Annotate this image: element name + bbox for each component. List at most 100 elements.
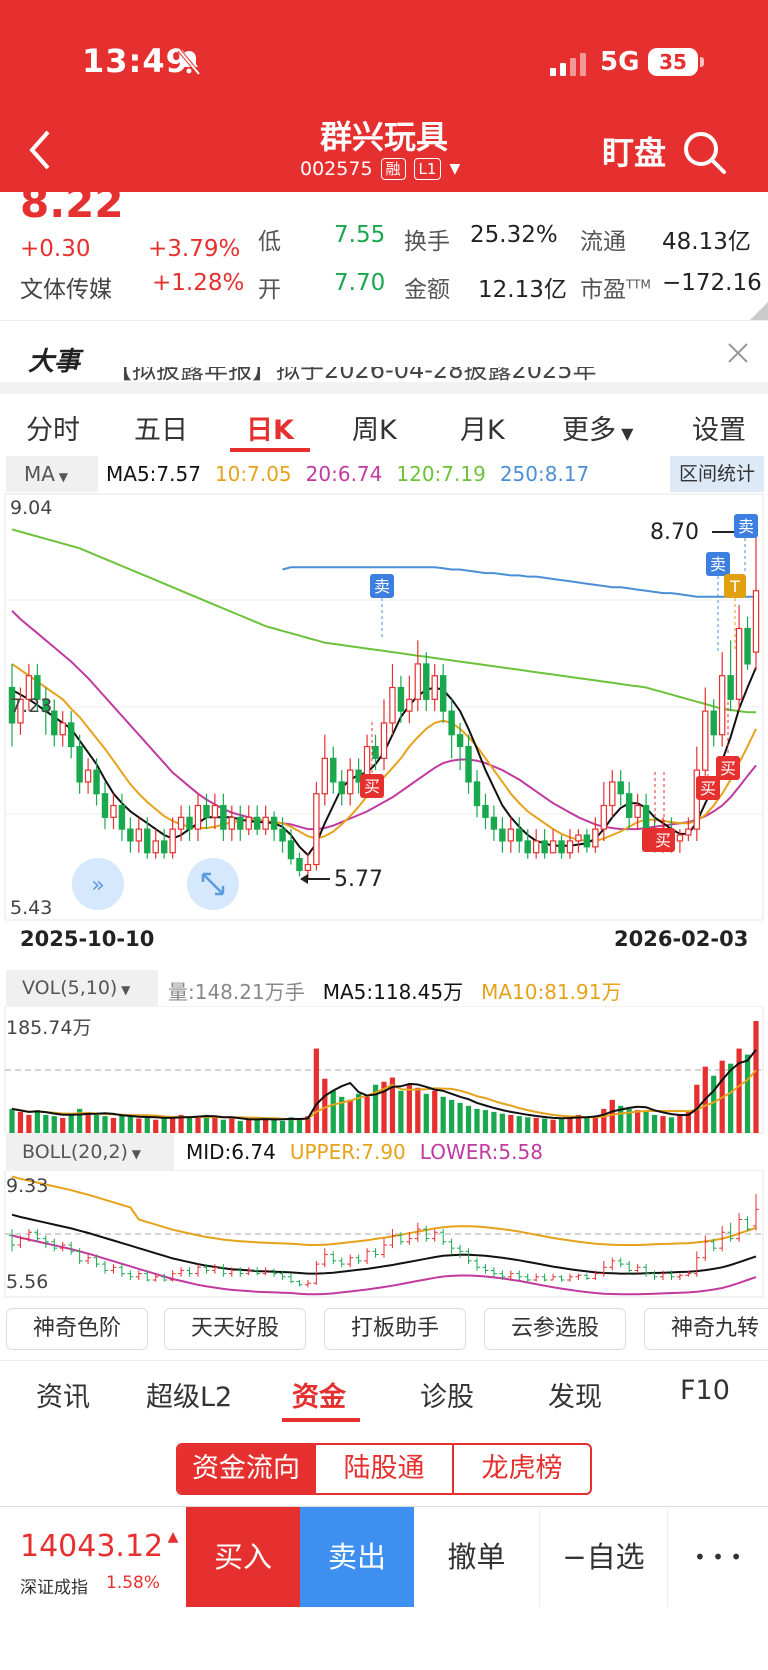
watch-button[interactable]: 盯盘 xyxy=(602,134,667,172)
price-change: +0.30 xyxy=(20,236,91,262)
candle-body xyxy=(338,781,345,795)
volume-bar xyxy=(296,1118,303,1133)
tab-capital[interactable]: 资金 xyxy=(292,1382,346,1413)
low-label: 低 xyxy=(258,229,281,255)
seg-connect[interactable]: 陆股通 xyxy=(314,1445,452,1493)
volume-bar xyxy=(364,1096,370,1133)
signal-icon xyxy=(550,53,586,76)
vol-selector[interactable]: VOL(5,10) ▼ xyxy=(6,970,158,1006)
volume-bar xyxy=(330,1090,336,1133)
more-icon[interactable]: • • • xyxy=(693,1545,743,1569)
candle-body xyxy=(118,804,126,830)
boll-chart[interactable]: 9.33 5.56 xyxy=(0,1170,768,1298)
sell-signal[interactable]: 卖 xyxy=(706,552,730,652)
candle-body xyxy=(203,804,210,818)
ma-selector[interactable]: MA ▼ xyxy=(6,456,98,492)
open-label: 开 xyxy=(258,277,281,303)
volume-bar xyxy=(203,1114,210,1133)
volume-bar xyxy=(93,1114,100,1133)
candle-body xyxy=(220,804,227,830)
pe-value: −172.16 xyxy=(662,270,762,296)
tab-super-l2[interactable]: 超级L2 xyxy=(146,1382,233,1413)
sector-name[interactable]: 文体传媒 xyxy=(20,277,112,303)
high-price-label: 8.70 xyxy=(650,520,699,545)
buy-signal[interactable]: 买 xyxy=(716,702,740,780)
volume-bar xyxy=(728,1063,734,1133)
tab-daily-k[interactable]: 日K xyxy=(246,415,294,446)
buy-signal[interactable]: 买 xyxy=(642,772,675,852)
candle-body xyxy=(321,757,329,795)
boll-selector[interactable]: BOLL(20,2) ▼ xyxy=(6,1134,174,1170)
index-value[interactable]: 14043.12 ▲ xyxy=(20,1529,179,1564)
tool-daily-pick[interactable]: 天天好股 xyxy=(164,1308,306,1350)
pe-label: 市盈TTM xyxy=(580,277,651,303)
candle-body xyxy=(296,858,303,872)
candle-body xyxy=(270,816,278,830)
seg-capital-flow[interactable]: 资金流向 xyxy=(178,1445,314,1493)
tab-discover[interactable]: 发现 xyxy=(548,1382,602,1413)
volume-bar xyxy=(499,1113,505,1133)
tab-diagnosis[interactable]: 诊股 xyxy=(420,1382,474,1413)
tool-nine-turn[interactable]: 神奇九转 xyxy=(644,1308,768,1350)
candle-body xyxy=(465,745,472,783)
candle-body xyxy=(473,781,481,807)
stock-subtitle: 002575 融 L1 ▼ xyxy=(300,158,460,180)
tab-five-day[interactable]: 五日 xyxy=(134,415,188,446)
volume-chart[interactable]: 185.74万 xyxy=(0,1006,768,1134)
sell-button[interactable]: 卖出 xyxy=(300,1507,414,1607)
tab-intraday[interactable]: 分时 xyxy=(26,415,80,446)
candle-body xyxy=(541,840,548,854)
sell-signal[interactable]: 卖 xyxy=(734,514,758,572)
sell-signal[interactable]: 卖 xyxy=(370,574,394,638)
expand-left-button[interactable]: » xyxy=(72,858,124,910)
candle-body xyxy=(8,686,16,724)
candle-body xyxy=(516,828,523,842)
ma120-line xyxy=(11,528,756,714)
candle-body xyxy=(152,840,159,854)
tab-monthly-k[interactable]: 月K xyxy=(460,415,505,446)
candle-body xyxy=(549,840,557,854)
cancel-order-button[interactable]: 撤单 xyxy=(414,1507,540,1607)
tool-limit-assist[interactable]: 打板助手 xyxy=(324,1308,466,1350)
tab-more[interactable]: 更多 ▼ xyxy=(562,415,634,446)
header-bar: 13:49 5G 35 群兴玩具 002575 融 L1 ▼ 盯盘 xyxy=(0,0,768,192)
tool-color-scale[interactable]: 神奇色阶 xyxy=(6,1308,148,1350)
search-icon[interactable] xyxy=(680,128,728,176)
event-text: 【拟披露年报】拟于2026-04-28披露2025年 xyxy=(108,367,597,383)
candle-body xyxy=(51,710,58,736)
range-stats-button[interactable]: 区间统计 xyxy=(670,456,764,492)
remove-watchlist-button[interactable]: −自选 xyxy=(540,1507,668,1607)
kline-chart[interactable]: 9.04 7.23 5.43 8.70 5.77 卖 买 卖 卖 T 买 买 买… xyxy=(0,492,768,952)
candle-body xyxy=(676,834,684,842)
event-bar[interactable]: 大事 【拟披露年报】拟于2026-04-28披露2025年 xyxy=(0,320,768,383)
buy-button[interactable]: 买入 xyxy=(186,1507,300,1607)
divider xyxy=(0,1360,768,1361)
candle-body xyxy=(718,675,726,736)
t-signal[interactable]: T xyxy=(724,574,746,652)
y-min-label: 5.43 xyxy=(10,897,52,919)
index-name: 深证成指 xyxy=(20,1578,88,1598)
tool-cloud-select[interactable]: 云参选股 xyxy=(484,1308,626,1350)
fullscreen-icon[interactable] xyxy=(187,858,239,910)
candle-body xyxy=(439,675,447,712)
close-icon[interactable] xyxy=(726,341,750,365)
seg-dragon-tiger[interactable]: 龙虎榜 xyxy=(452,1445,590,1493)
volume-bar xyxy=(457,1102,463,1133)
buy-signal[interactable]: 买 xyxy=(696,732,720,800)
volume-bar xyxy=(178,1114,184,1133)
tab-f10[interactable]: F10 xyxy=(680,1375,730,1406)
candle-body xyxy=(685,828,692,836)
volume-bar xyxy=(533,1117,539,1133)
buy-signal[interactable]: 买 xyxy=(360,722,384,798)
ma250-line xyxy=(282,566,756,598)
tab-settings[interactable]: 设置 xyxy=(692,415,746,446)
volume-bar xyxy=(77,1108,83,1133)
back-arrow-icon[interactable] xyxy=(26,128,56,172)
tab-weekly-k[interactable]: 周K xyxy=(352,415,397,446)
tab-news[interactable]: 资讯 xyxy=(36,1382,90,1413)
network-label: 5G xyxy=(600,47,640,77)
caret-down-icon[interactable]: ▼ xyxy=(449,161,461,177)
volume-bar xyxy=(43,1114,49,1133)
vol-max-label: 185.74万 xyxy=(6,1017,91,1039)
candle-body xyxy=(346,769,354,795)
